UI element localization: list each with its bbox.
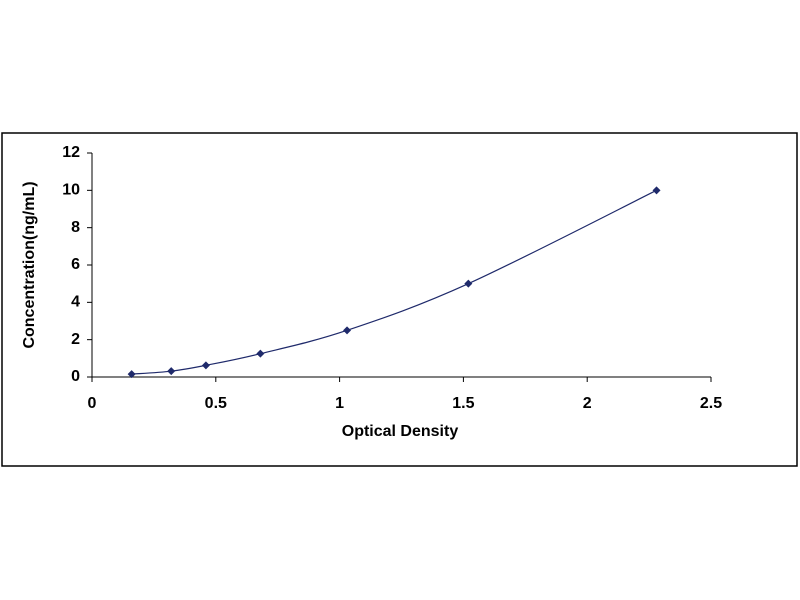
y-tick-label: 2 — [71, 331, 80, 348]
data-point — [167, 367, 176, 376]
x-tick-label: 0 — [88, 395, 97, 412]
data-point — [201, 361, 210, 370]
fit-curve — [131, 189, 657, 375]
y-tick-label: 10 — [62, 182, 80, 199]
x-axis-label: Optical Density — [342, 423, 459, 440]
x-tick-label: 0.5 — [205, 395, 227, 412]
data-point — [127, 370, 136, 379]
y-tick-label: 12 — [62, 144, 80, 161]
data-point — [256, 349, 265, 358]
x-tick-label: 2 — [583, 395, 592, 412]
y-axis-label: Concentration(ng/mL) — [21, 181, 38, 348]
data-point — [652, 186, 661, 195]
chart-frame — [1, 132, 798, 467]
x-tick-label: 2.5 — [700, 395, 722, 412]
y-tick-label: 0 — [71, 368, 80, 385]
x-tick-label: 1 — [335, 395, 344, 412]
x-tick-label: 1.5 — [452, 395, 474, 412]
data-point — [464, 279, 473, 288]
data-point — [343, 326, 352, 335]
y-tick-label: 4 — [71, 294, 80, 311]
y-tick-label: 6 — [71, 256, 80, 273]
y-tick-label: 8 — [71, 219, 80, 236]
